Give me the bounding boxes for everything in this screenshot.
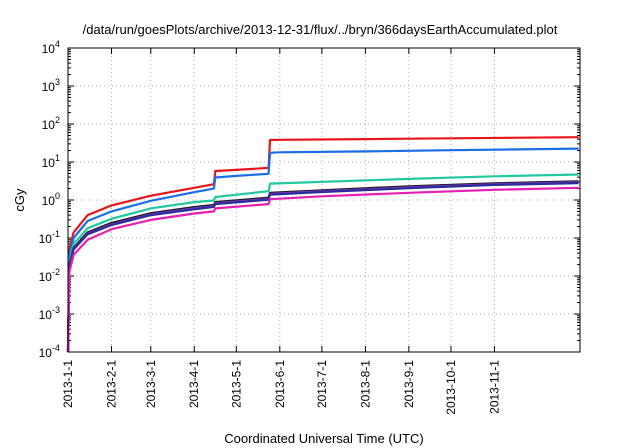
series-line-2 — [66, 147, 579, 353]
y-tick-label: 10-4 — [39, 343, 60, 360]
x-tick-label: 2013-1-1 — [61, 360, 75, 408]
y-tick-label: 103 — [42, 77, 60, 94]
x-tick-label: 2013-4-1 — [187, 360, 201, 408]
x-tick-label: 2013-9-1 — [402, 360, 416, 408]
plot-border — [67, 47, 581, 353]
y-tick-label: 101 — [42, 153, 60, 170]
x-tick-label: 2013-7-1 — [315, 360, 329, 408]
series-line-3 — [66, 173, 579, 353]
x-tick-label: 2013-8-1 — [358, 360, 372, 408]
y-axis-label: cGy — [12, 188, 27, 212]
x-tick-label: 2013-5-1 — [229, 360, 243, 408]
series-line-6 — [66, 182, 579, 353]
y-tick-label: 10-1 — [39, 229, 60, 246]
chart-title: /data/run/goesPlots/archive/2013-12-31/f… — [82, 22, 558, 37]
series-line-4 — [66, 180, 579, 353]
x-tick-label: 2013-10-1 — [444, 360, 458, 415]
y-tick-label: 10-3 — [39, 305, 60, 322]
x-tick-label: 2013-3-1 — [144, 360, 158, 408]
y-tick-label: 100 — [42, 191, 60, 208]
x-tick-label: 2013-6-1 — [273, 360, 287, 408]
x-tick-label: 2013-11-1 — [487, 360, 501, 414]
series-line-1 — [66, 136, 579, 353]
y-tick-label: 10-2 — [39, 267, 60, 284]
y-tick-label: 102 — [42, 115, 60, 132]
y-tick-label: 104 — [42, 39, 60, 56]
x-axis-label: Coordinated Universal Time (UTC) — [224, 431, 424, 446]
x-tick-label: 2013-2-1 — [104, 360, 118, 408]
series-line-7 — [66, 186, 579, 353]
series-line-5 — [66, 181, 579, 353]
